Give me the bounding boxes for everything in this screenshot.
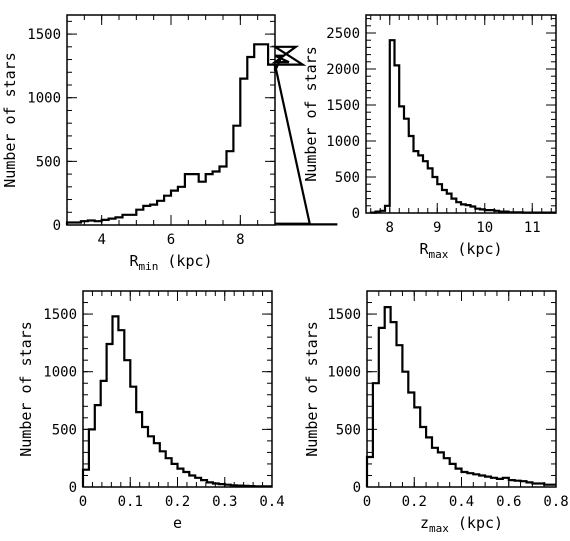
y-tick-label: 500: [52, 422, 77, 438]
y-tick-label: 0: [69, 480, 77, 496]
y-tick-label: 1000: [27, 91, 61, 107]
y-tick-label: 2500: [326, 26, 360, 42]
y-tick-label: 1000: [327, 365, 361, 381]
y-axis-label: Number of stars: [17, 321, 35, 456]
y-tick-label: 0: [353, 480, 361, 496]
plot-frame: [365, 14, 557, 214]
plot-frame: [82, 290, 273, 488]
histogram-line: [65, 43, 338, 226]
x-axis-label: e: [173, 514, 182, 532]
y-tick-label: 1500: [43, 307, 77, 323]
y-tick-label: 0: [352, 206, 360, 222]
chart-panel-4: 0 0.2 0.4 0.6 0.8 0 500 1000 1500 zmax (kpc) Numbe…: [303, 290, 569, 535]
x-axis-label: zmax (kpc): [420, 514, 503, 535]
x-tick-label: 9: [433, 220, 441, 236]
y-tick-label: 1000: [43, 365, 77, 381]
y-tick-label: 1500: [27, 27, 61, 43]
plot-frame: [366, 290, 557, 488]
y-axis-label: Number of stars: [303, 321, 321, 456]
chart-panel-2: 8 9 10 11 0 500 1000 1500 2000 2500 Rmax (kpc) Numb…: [302, 14, 557, 261]
y-tick-label: 500: [36, 154, 61, 170]
histogram-line: [365, 306, 556, 487]
x-tick-label: 0: [363, 494, 371, 510]
y-tick-label: 1500: [326, 98, 360, 114]
x-axis-label: Rmin (kpc): [129, 252, 212, 273]
x-tick-label: 0: [79, 494, 87, 510]
x-tick-label: 10: [476, 220, 493, 236]
histogram-line: [81, 315, 272, 488]
x-tick-label: 8: [236, 232, 244, 248]
x-tick-label: 0.3: [212, 494, 237, 510]
y-tick-label: 1500: [327, 307, 361, 323]
x-tick-label: 11: [524, 220, 541, 236]
x-tick-label: 4: [97, 232, 105, 248]
x-tick-label: 0.1: [118, 494, 143, 510]
histogram-line: [369, 39, 556, 214]
x-axis-label: Rmax (kpc): [419, 240, 502, 261]
x-tick-label: 6: [167, 232, 175, 248]
x-tick-label: 8: [386, 220, 394, 236]
x-tick-label: 0.6: [496, 494, 521, 510]
y-axis-label: Number of stars: [302, 46, 320, 181]
chart-panel-3: 0 0.1 0.2 0.3 0.4 0 500 1000 1500 e Number of star…: [17, 290, 285, 532]
y-tick-label: 0: [53, 218, 61, 234]
x-tick-label: 0.2: [165, 494, 190, 510]
x-tick-label: 0.4: [259, 494, 284, 510]
y-tick-label: 500: [335, 170, 360, 186]
y-tick-label: 1000: [326, 134, 360, 150]
chart-panel-1: 4 6 8 0 500 1000 1500 Rmin (kpc) Number of stars: [1, 14, 338, 273]
x-tick-label: 0.8: [543, 494, 568, 510]
x-tick-label: 0.4: [449, 494, 474, 510]
y-tick-label: 2000: [326, 62, 360, 78]
x-tick-label: 0.2: [402, 494, 427, 510]
y-tick-label: 500: [336, 422, 361, 438]
y-axis-label: Number of stars: [1, 52, 19, 187]
